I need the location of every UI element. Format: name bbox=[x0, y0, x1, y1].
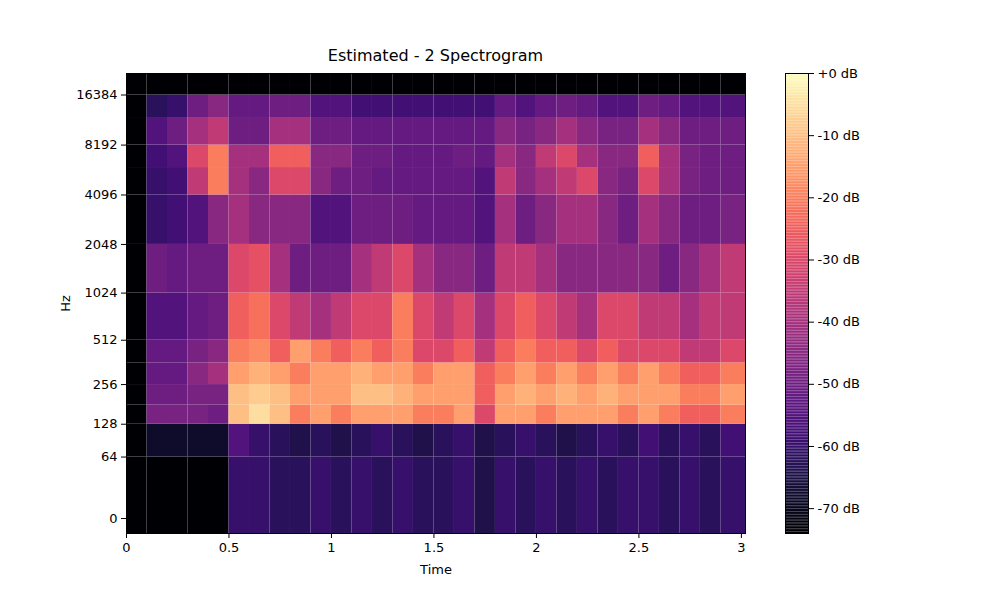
svg-text:+0 dB: +0 dB bbox=[818, 66, 858, 81]
svg-text:128: 128 bbox=[93, 416, 118, 431]
svg-text:1.5: 1.5 bbox=[424, 540, 445, 555]
svg-text:0: 0 bbox=[109, 511, 117, 526]
svg-text:-60 dB: -60 dB bbox=[818, 439, 861, 454]
svg-text:64: 64 bbox=[101, 449, 118, 464]
svg-text:0: 0 bbox=[122, 540, 130, 555]
svg-text:256: 256 bbox=[93, 377, 118, 392]
svg-text:-70 dB: -70 dB bbox=[818, 501, 861, 516]
svg-text:4096: 4096 bbox=[84, 187, 117, 202]
svg-text:1024: 1024 bbox=[84, 285, 117, 300]
svg-text:0.5: 0.5 bbox=[219, 540, 240, 555]
svg-text:-50 dB: -50 dB bbox=[818, 376, 861, 391]
svg-text:16384: 16384 bbox=[76, 87, 117, 102]
svg-text:-20 dB: -20 dB bbox=[818, 190, 861, 205]
svg-text:-10 dB: -10 dB bbox=[818, 128, 861, 143]
svg-text:3: 3 bbox=[737, 540, 745, 555]
svg-text:-30 dB: -30 dB bbox=[818, 252, 861, 267]
svg-text:8192: 8192 bbox=[84, 137, 117, 152]
svg-text:-40 dB: -40 dB bbox=[818, 314, 861, 329]
svg-text:Time: Time bbox=[419, 562, 452, 577]
svg-text:Hz: Hz bbox=[58, 295, 73, 312]
svg-text:1: 1 bbox=[327, 540, 335, 555]
svg-text:512: 512 bbox=[93, 332, 118, 347]
html-text:Estimated - 2 Spectrogram: Estimated - 2 Spectrogram bbox=[327, 46, 544, 65]
svg-text:2: 2 bbox=[532, 540, 540, 555]
svg-text:2048: 2048 bbox=[84, 237, 117, 252]
svg-text:2.5: 2.5 bbox=[629, 540, 650, 555]
